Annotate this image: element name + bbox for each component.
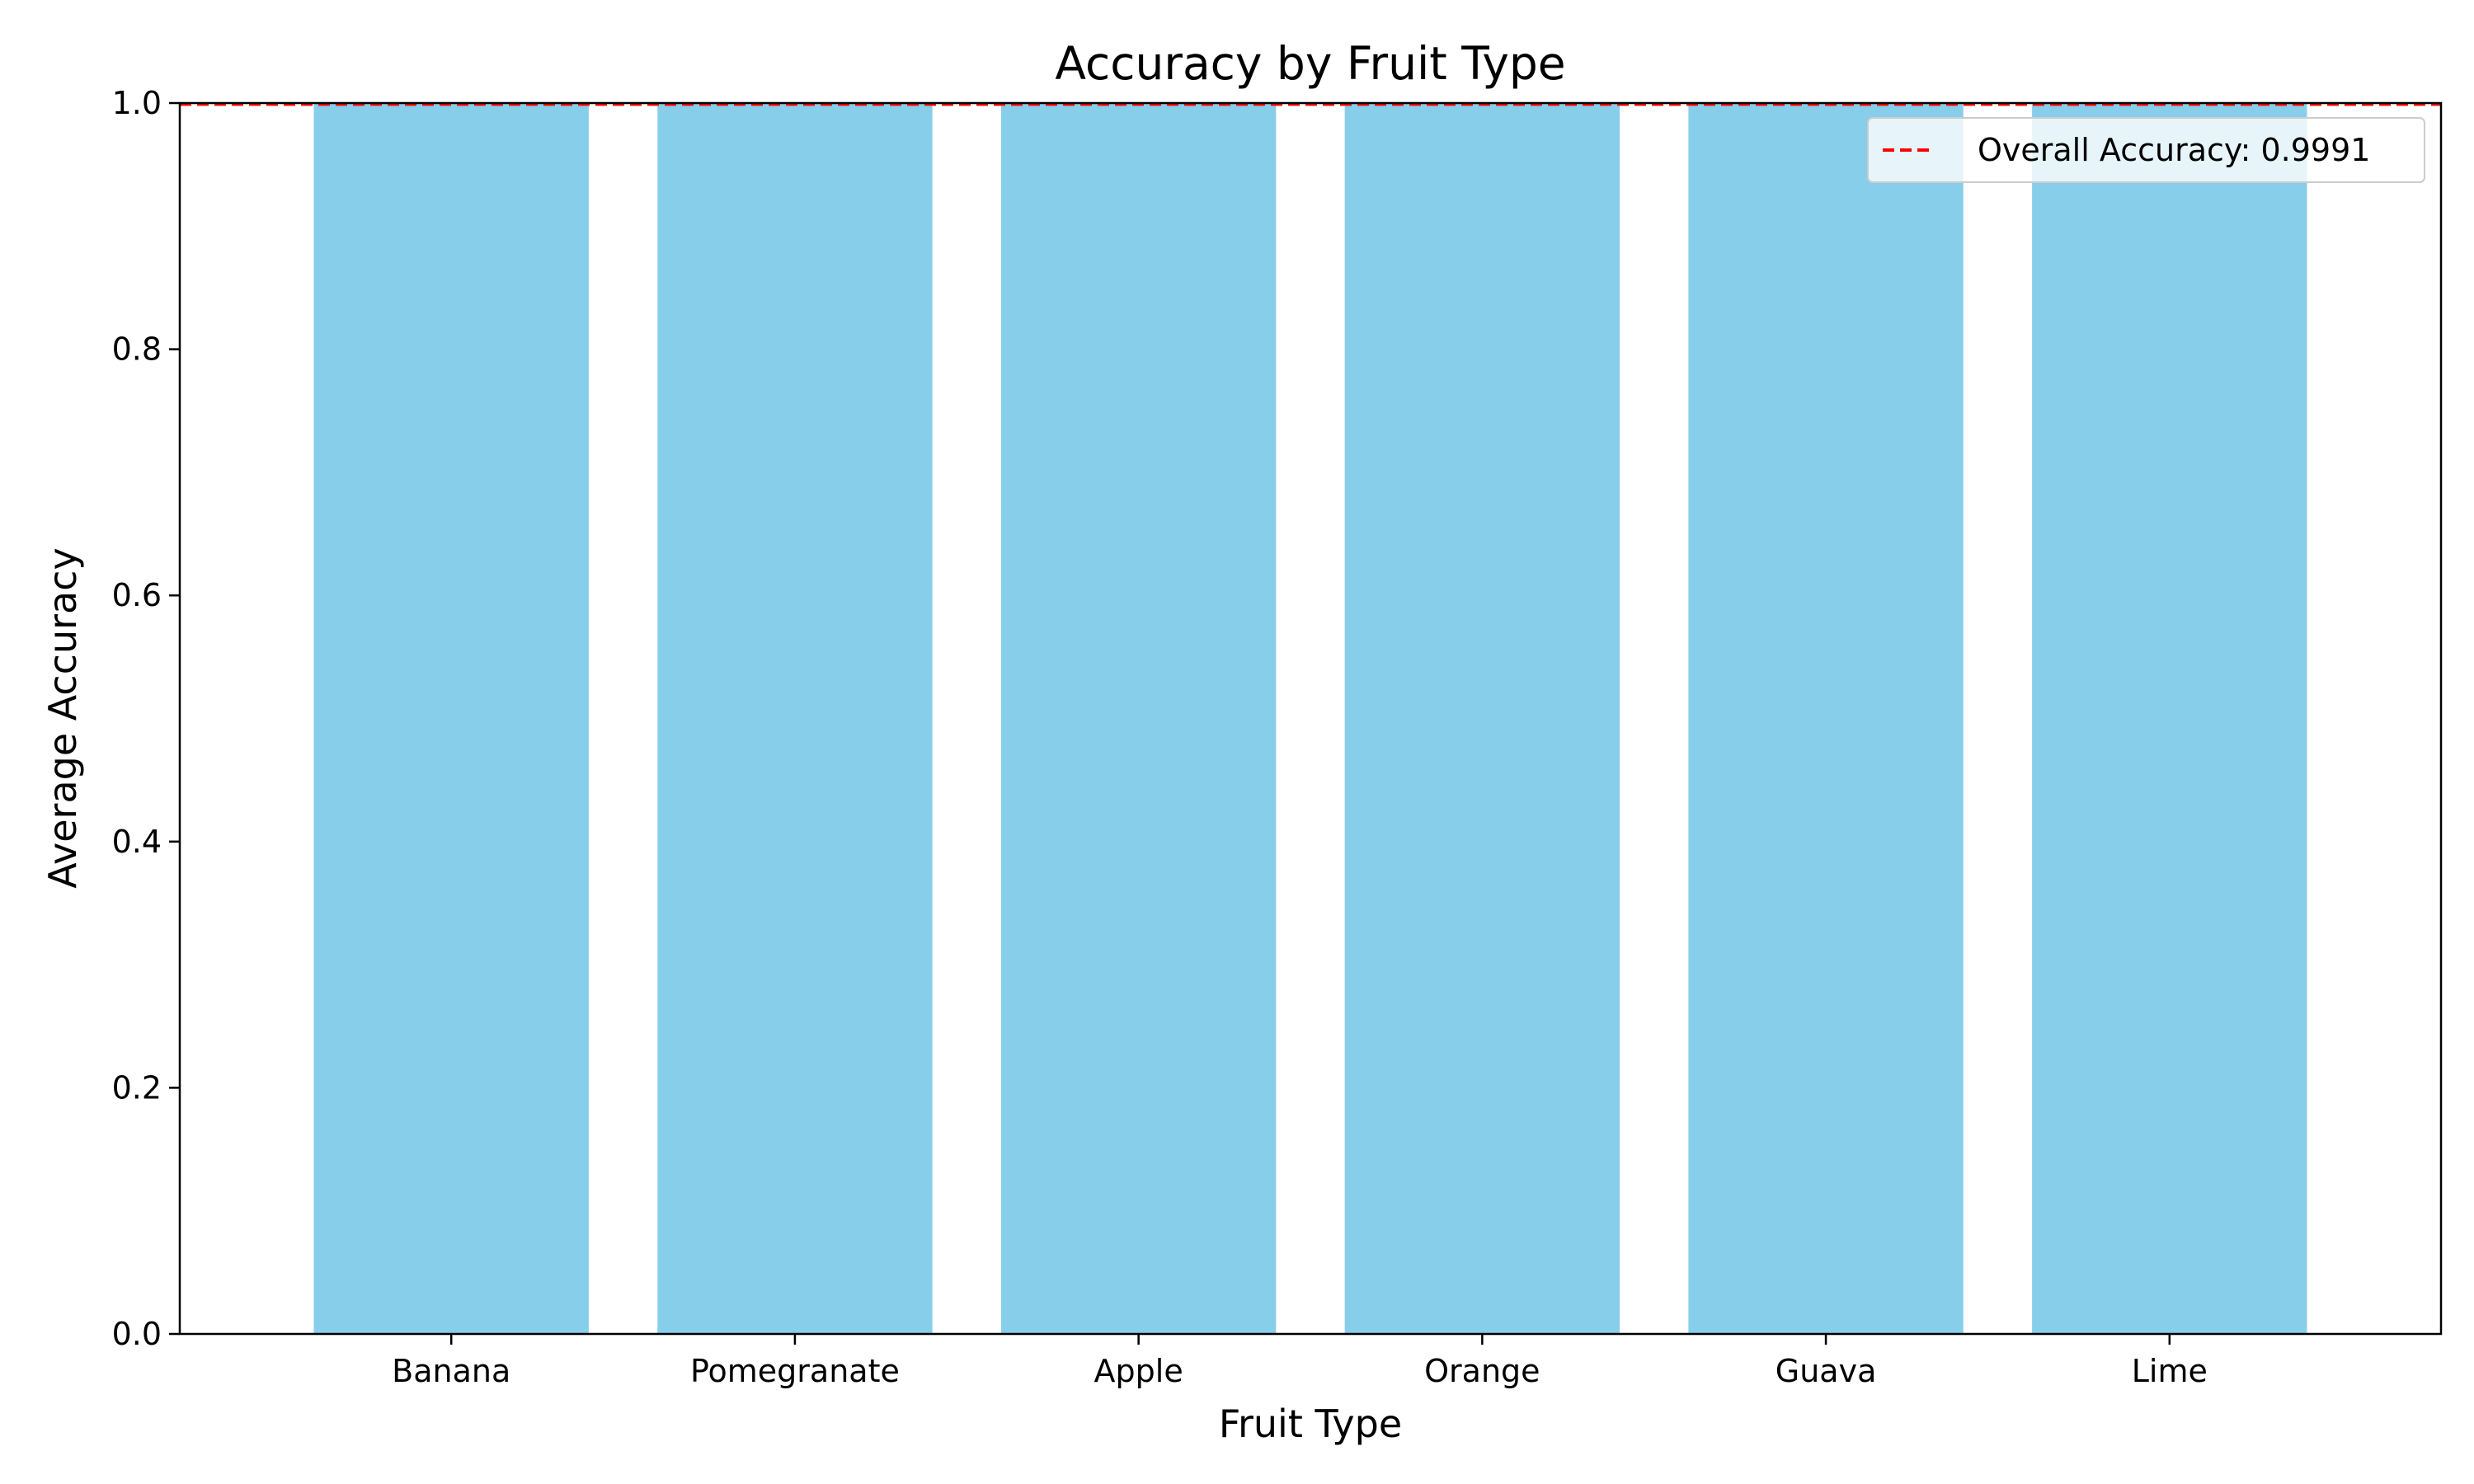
x-tick-label-pomegranate: Pomegranate bbox=[690, 1353, 900, 1389]
y-tick-label: 0.6 bbox=[112, 577, 162, 613]
bar-banana bbox=[313, 103, 589, 1334]
bar-orange bbox=[1344, 103, 1620, 1334]
x-tick-label-banana: Banana bbox=[392, 1353, 510, 1389]
y-tick-label: 0.4 bbox=[112, 824, 162, 860]
y-axis-title: Average Accuracy bbox=[40, 547, 85, 889]
legend-frame bbox=[1867, 117, 2425, 183]
x-tick-label-lime: Lime bbox=[2132, 1353, 2208, 1389]
bar-pomegranate bbox=[657, 103, 933, 1334]
legend: Overall Accuracy: 0.9991 bbox=[1867, 117, 2425, 183]
bar-apple bbox=[1000, 103, 1277, 1334]
plot-frame bbox=[178, 101, 2443, 1336]
y-tick-label: 0.8 bbox=[112, 331, 162, 368]
y-tick-label: 0.2 bbox=[112, 1069, 162, 1106]
legend-label: Overall Accuracy: 0.9991 bbox=[1978, 132, 2370, 168]
x-tick-label-orange: Orange bbox=[1424, 1353, 1540, 1389]
bar-guava bbox=[1688, 103, 1964, 1334]
x-axis-title: Fruit Type bbox=[1219, 1402, 1402, 1446]
bar-lime bbox=[2032, 103, 2307, 1334]
y-tick-label: 0.0 bbox=[112, 1316, 162, 1352]
plot-area: 0.0 0.2 0.4 0.6 0.8 1.0 Banana Pomegranate Apple… bbox=[112, 85, 2443, 1389]
y-tick-label: 1.0 bbox=[112, 85, 162, 121]
chart-title: Accuracy by Fruit Type bbox=[1055, 37, 1565, 90]
x-tick-label-apple: Apple bbox=[1094, 1353, 1183, 1389]
x-tick-label-guava: Guava bbox=[1776, 1353, 1877, 1389]
